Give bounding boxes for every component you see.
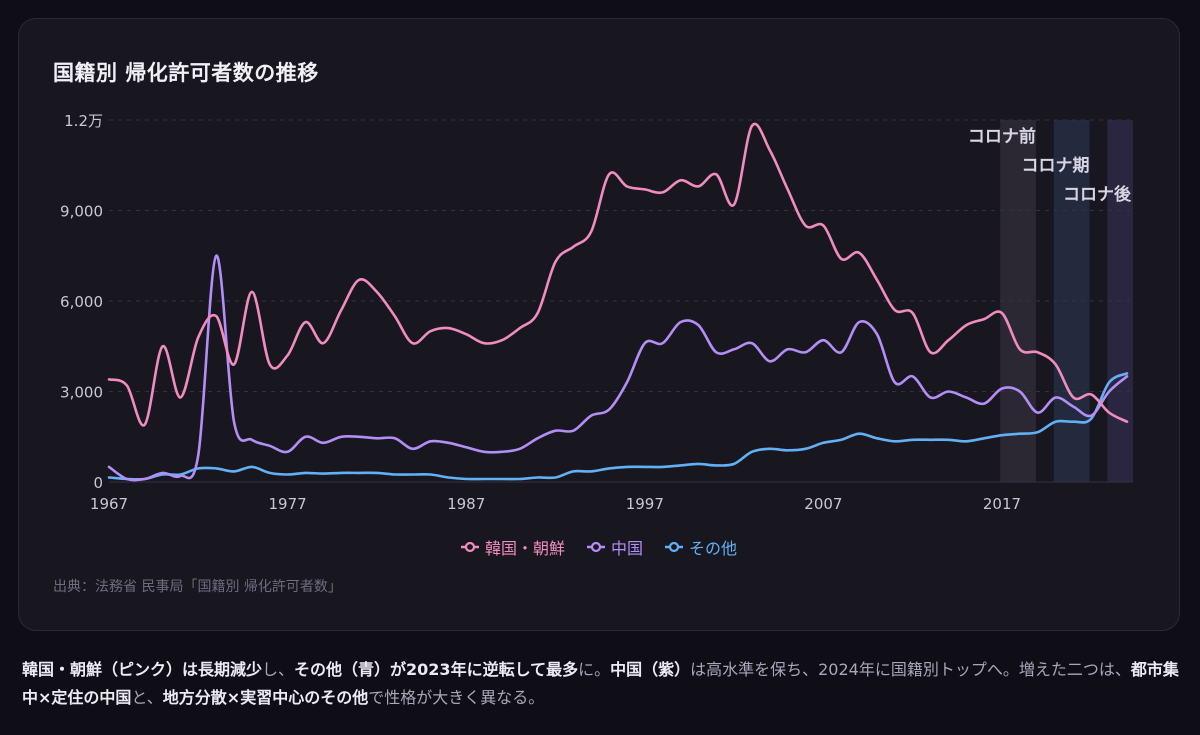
- line-chart: 0 3,000 6,000 9,000 1.2万 1967 1977 1987 1997 2007…: [60, 112, 1133, 513]
- series-line: [107, 122, 1129, 427]
- legend-item: 韓国・朝鮮: [460, 535, 565, 559]
- series-line: [107, 254, 1129, 482]
- legend-label: 中国: [610, 539, 643, 558]
- legend-item: 中国: [586, 535, 643, 559]
- x-tick-label: 1997: [626, 495, 664, 513]
- legend-item: その他: [665, 535, 737, 559]
- caption-segment: と、: [131, 688, 163, 707]
- source-note: 出典：法務省 民事局「国籍別 帰化許可者数」: [53, 579, 342, 595]
- legend-marker-icon: [665, 541, 683, 553]
- caption-segment: に。: [578, 660, 611, 679]
- y-tick-label: 9,000: [60, 203, 103, 221]
- x-tick-label: 2007: [804, 495, 842, 513]
- caption-segment: 地方分散×実習中心のその他: [162, 688, 369, 707]
- caption-segment: 都市集中×定住の中国: [22, 660, 1179, 707]
- chart-caption: 韓国・朝鮮（ピンク）は長期減少し、その他（青）が2023年に逆転して最多に。中国…: [22, 656, 1182, 712]
- caption-segment: その他（青）が2023年に逆転して最多: [294, 660, 579, 679]
- y-tick-label: 3,000: [60, 384, 103, 402]
- caption-segment: し、: [262, 660, 295, 679]
- y-tick-label: 6,000: [60, 293, 103, 311]
- y-tick-label: 1.2万: [64, 112, 103, 130]
- chart-legend: 韓国・朝鮮 中国 その他: [19, 535, 1179, 559]
- legend-marker-icon: [460, 541, 479, 553]
- band-label: コロナ期: [1021, 156, 1089, 176]
- caption-segment: 韓国・朝鮮（ピンク）は長期減少: [22, 660, 263, 679]
- chart-card: 国籍別 帰化許可者数の推移 0 3,000 6,000 9,000 1.2万 1967 19…: [18, 18, 1180, 631]
- x-tick-label: 2017: [983, 495, 1021, 513]
- caption-segment: は高水準を保ち、2024年に国籍別トップへ。増えた二つは、: [690, 660, 1131, 679]
- y-tick-label: 0: [93, 474, 103, 492]
- x-tick-label: 1987: [447, 495, 485, 513]
- chart-title: 国籍別 帰化許可者数の推移: [53, 61, 319, 85]
- band-label: コロナ前: [968, 126, 1036, 147]
- x-tick-label: 1977: [269, 495, 307, 513]
- legend-label: 韓国・朝鮮: [484, 539, 565, 558]
- legend-marker-icon: [586, 541, 605, 553]
- series-line: [107, 372, 1129, 481]
- legend-label: その他: [689, 539, 738, 558]
- band-label: コロナ後: [1063, 184, 1132, 205]
- caption-segment: で性格が大きく異なる。: [368, 688, 545, 707]
- x-tick-label: 1967: [90, 495, 128, 513]
- caption-segment: 中国（紫）: [610, 660, 691, 679]
